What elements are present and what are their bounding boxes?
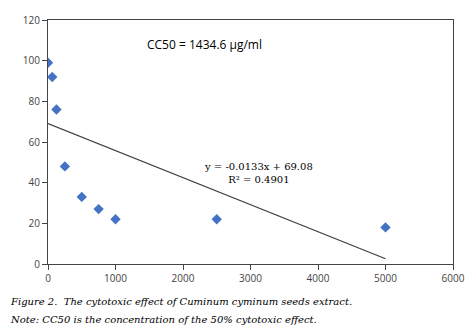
svg-text:60: 60	[29, 135, 41, 149]
svg-text:40: 40	[29, 175, 41, 189]
svg-text:1000: 1000	[104, 271, 127, 285]
svg-text:5000: 5000	[374, 271, 397, 285]
svg-text:6000: 6000	[442, 271, 465, 285]
svg-text:0: 0	[45, 271, 51, 285]
svg-text:4000: 4000	[307, 271, 330, 285]
svg-text:y = -0.0133x + 69.08R² = 0.490: y = -0.0133x + 69.08R² = 0.4901	[204, 161, 313, 185]
svg-text:100: 100	[23, 53, 40, 67]
svg-text:2000: 2000	[172, 271, 195, 285]
svg-text:Note: CC50 is the concentratio: Note: CC50 is the concentration of the 5…	[10, 314, 317, 325]
svg-text:Figure 2. The cytotoxic effec: Figure 2. The cytotoxic effect of Cuminu…	[10, 296, 352, 307]
svg-text:0: 0	[34, 257, 40, 271]
svg-text:120: 120	[23, 13, 40, 27]
svg-text:80: 80	[29, 94, 41, 108]
svg-text:20: 20	[29, 216, 41, 230]
svg-text:CC50 = 1434.6 μg/ml: CC50 = 1434.6 μg/ml	[147, 36, 262, 53]
svg-text:3000: 3000	[239, 271, 262, 285]
